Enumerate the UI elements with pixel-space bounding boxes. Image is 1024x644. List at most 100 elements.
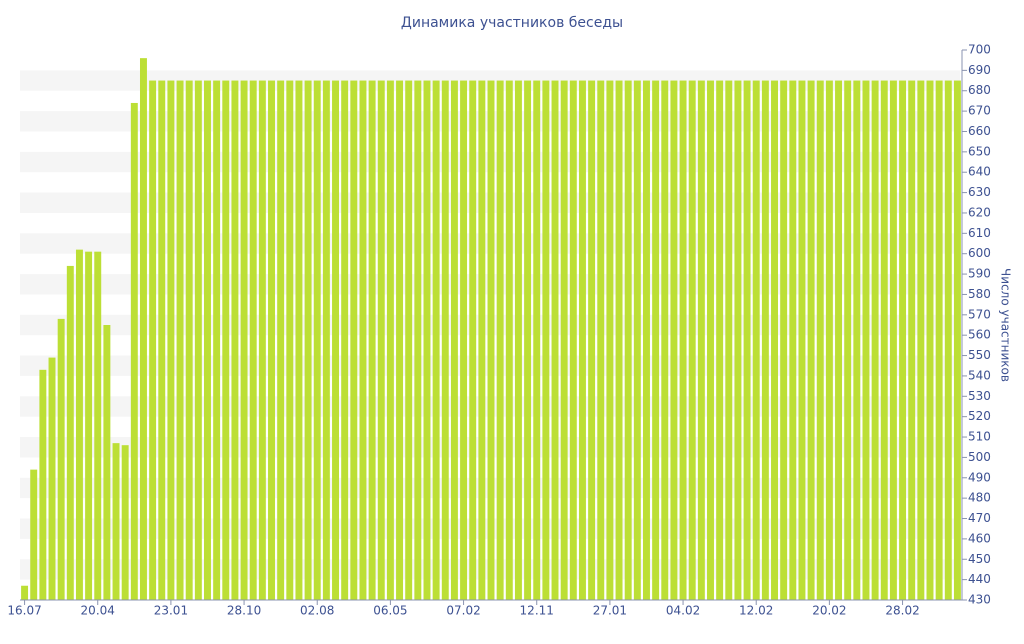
bar <box>825 80 833 601</box>
bar <box>258 80 266 601</box>
bar <box>57 318 65 600</box>
bar <box>332 80 339 601</box>
bar <box>478 80 486 601</box>
bar <box>386 80 394 601</box>
x-tick-label: 16.07 <box>7 604 41 618</box>
bar <box>816 80 824 601</box>
bar <box>597 80 605 601</box>
bar <box>560 80 568 601</box>
bar <box>286 80 294 601</box>
x-tick-label: 06.05 <box>373 604 407 618</box>
y-tick-label: 510 <box>968 430 991 444</box>
y-tick-label: 540 <box>968 368 991 382</box>
bar <box>551 80 559 601</box>
bar <box>487 80 495 601</box>
bar <box>158 80 166 601</box>
bar <box>615 80 623 601</box>
bar <box>341 80 349 601</box>
y-tick-label: 620 <box>968 205 991 219</box>
bar <box>624 80 632 601</box>
bar <box>313 80 321 601</box>
bar <box>908 80 916 601</box>
bar <box>39 369 47 600</box>
x-tick-label: 28.10 <box>227 604 261 618</box>
bar <box>30 469 38 600</box>
y-tick-label: 600 <box>968 246 991 260</box>
y-tick-label: 530 <box>968 389 991 403</box>
bar <box>514 80 522 601</box>
bar <box>935 80 943 601</box>
bar <box>121 445 129 600</box>
y-tick-label: 650 <box>968 144 991 158</box>
bar <box>789 80 797 601</box>
bar <box>844 80 852 601</box>
bar <box>322 80 330 601</box>
y-tick-label: 590 <box>968 267 991 281</box>
bar <box>213 80 221 601</box>
bar <box>771 80 778 601</box>
x-tick-label: 12.11 <box>520 604 554 618</box>
bar <box>469 80 477 601</box>
bar <box>734 80 742 601</box>
bar <box>761 80 769 601</box>
bar <box>149 80 157 601</box>
bar <box>835 80 843 601</box>
bar <box>249 80 257 601</box>
bar <box>588 80 596 601</box>
y-tick-label: 480 <box>968 491 991 505</box>
bar <box>871 80 879 601</box>
bar <box>917 80 925 601</box>
bar <box>277 80 285 601</box>
bar <box>94 251 102 600</box>
bar <box>368 80 376 601</box>
bar <box>359 80 367 601</box>
bar <box>231 80 239 601</box>
bar <box>880 80 888 601</box>
bar <box>268 80 275 601</box>
bar <box>862 80 870 601</box>
bar <box>853 80 861 601</box>
x-tick-label: 27.01 <box>593 604 627 618</box>
bar <box>185 80 193 601</box>
bar <box>743 80 751 601</box>
bar <box>889 80 897 601</box>
x-tick-label: 12.02 <box>739 604 773 618</box>
bar <box>899 80 907 601</box>
bar <box>953 80 961 601</box>
bar <box>569 80 577 601</box>
y-tick-label: 570 <box>968 307 991 321</box>
y-tick-label: 470 <box>968 511 991 525</box>
chart-title: Динамика участников беседы <box>401 15 623 31</box>
bar <box>75 249 83 600</box>
y-tick-label: 640 <box>968 165 991 179</box>
bar <box>633 80 641 601</box>
bar <box>139 58 147 601</box>
y-axis-label: Число участников <box>999 268 1013 382</box>
bar <box>295 80 303 601</box>
x-tick-label: 28.02 <box>885 604 919 618</box>
y-tick-label: 450 <box>968 552 991 566</box>
y-tick-label: 550 <box>968 348 991 362</box>
y-tick-label: 630 <box>968 185 991 199</box>
bar <box>716 80 724 601</box>
y-tick-label: 580 <box>968 287 991 301</box>
bar <box>405 80 413 601</box>
bar <box>396 80 404 601</box>
bar <box>524 80 532 601</box>
bar <box>697 80 705 601</box>
bar <box>204 80 211 601</box>
x-tick-label: 04.02 <box>666 604 700 618</box>
bar <box>103 325 111 600</box>
bar <box>194 80 202 601</box>
x-tick-label: 02.08 <box>300 604 334 618</box>
y-tick-label: 660 <box>968 124 991 138</box>
x-tick-label: 20.04 <box>81 604 115 618</box>
y-tick-label: 680 <box>968 83 991 97</box>
y-tick-label: 500 <box>968 450 991 464</box>
bar <box>130 102 138 601</box>
bar <box>780 80 788 601</box>
y-tick-label: 700 <box>968 43 991 57</box>
bar <box>533 80 541 601</box>
y-tick-label: 670 <box>968 104 991 118</box>
bar <box>606 80 614 601</box>
